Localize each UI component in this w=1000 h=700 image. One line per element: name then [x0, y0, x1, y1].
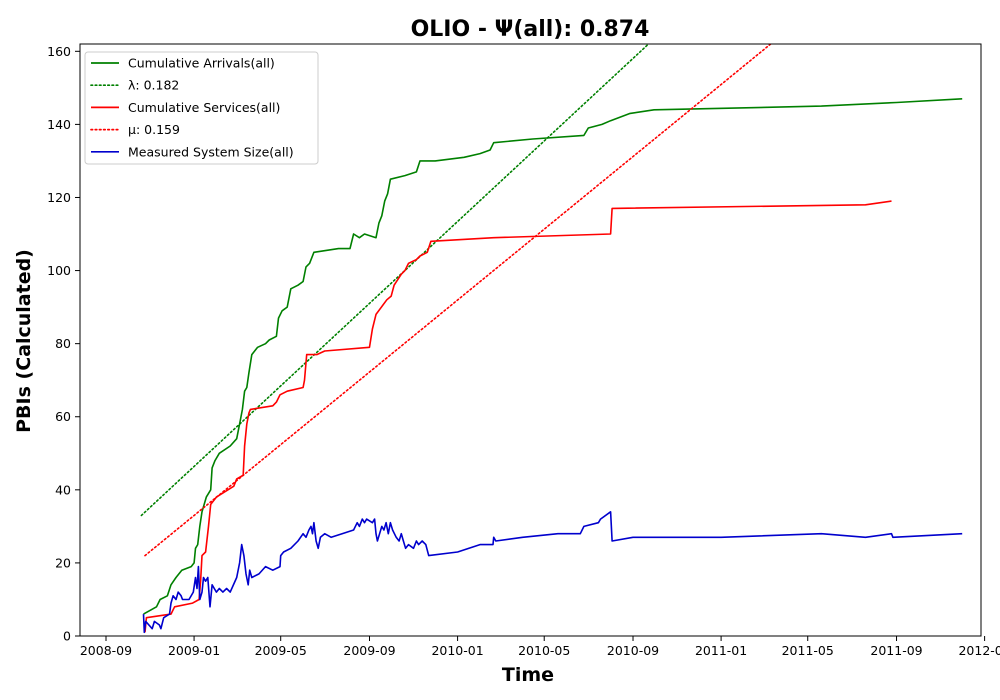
x-tick-label-6: 2010-09 — [607, 643, 659, 658]
legend-label-0: Cumulative Arrivals(all) — [128, 56, 275, 71]
y-tick-label-7: 140 — [47, 117, 71, 132]
y-tick-label-2: 40 — [55, 482, 71, 497]
x-tick-label-1: 2009-01 — [168, 643, 220, 658]
legend-label-2: Cumulative Services(all) — [128, 100, 280, 115]
series-group — [140, 44, 963, 634]
y-tick-label-5: 100 — [47, 263, 71, 278]
legend-label-4: Measured System Size(all) — [128, 144, 294, 159]
x-tick-label-7: 2011-01 — [695, 643, 747, 658]
series-line-4 — [142, 510, 963, 634]
x-tick-label-3: 2009-09 — [343, 643, 395, 658]
y-tick-label-1: 20 — [55, 555, 71, 570]
series-line-1 — [140, 44, 650, 517]
y-tick-label-3: 60 — [55, 409, 71, 424]
x-tick-label-2: 2009-05 — [255, 643, 307, 658]
x-tick-label-10: 2012-01 — [958, 643, 1000, 658]
chart-title: OLIO - Ψ(all): 0.874 — [411, 17, 650, 42]
x-tick-label-8: 2011-05 — [782, 643, 834, 658]
y-axis-label: PBIs (Calculated) — [13, 249, 35, 433]
axes-frame — [79, 43, 982, 637]
x-axis-label: Time — [502, 664, 554, 686]
x-tick-label-9: 2011-09 — [870, 643, 922, 658]
x-tick-label-5: 2010-05 — [518, 643, 570, 658]
legend: Cumulative Arrivals(all) λ: 0.182 Cumulati… — [84, 51, 319, 165]
series-line-3 — [144, 44, 772, 557]
plot-area: 2008-09 2009-01 2009-05 2009-09 2010-01 2010-… — [47, 43, 1000, 658]
y-tick-label-0: 0 — [63, 629, 71, 644]
x-tick-label-4: 2010-01 — [431, 643, 483, 658]
y-tick-label-8: 160 — [47, 44, 71, 59]
legend-label-3: μ: 0.159 — [128, 122, 180, 137]
legend-box — [84, 51, 319, 165]
legend-label-1: λ: 0.182 — [128, 78, 179, 93]
x-tick-label-0: 2008-09 — [80, 643, 132, 658]
y-tick-label-6: 120 — [47, 190, 71, 205]
y-tick-label-4: 80 — [55, 336, 71, 351]
series-line-0 — [143, 98, 963, 615]
series-line-2 — [144, 200, 892, 633]
